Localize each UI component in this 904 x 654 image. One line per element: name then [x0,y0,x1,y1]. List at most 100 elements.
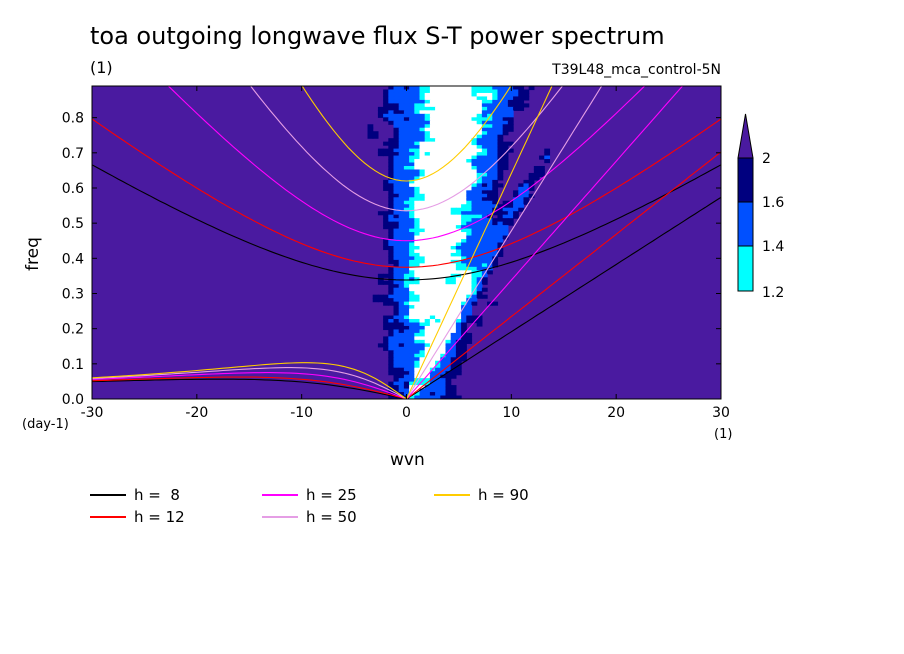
heatmap-cell [492,235,499,240]
heatmap-cell [429,190,436,195]
heatmap-cell [497,106,504,111]
curve-rossby-h8 [92,378,407,399]
heatmap-cell [414,353,421,358]
heatmap-cell [450,301,457,306]
heatmap-cell [403,211,410,216]
heatmap-cell [440,360,447,365]
heatmap-cell [429,336,436,341]
heatmap-cell [476,242,483,247]
heatmap-cell [409,378,415,383]
heatmap-cell [429,134,436,139]
heatmap-cell [492,124,499,129]
heatmap-cell [388,392,395,397]
heatmap-cell [533,176,540,181]
heatmap-cell [450,325,457,331]
heatmap-cell [455,232,462,237]
heatmap-cell [461,127,467,132]
heatmap-cell [450,89,457,94]
heatmap-cell [398,186,405,191]
heatmap-cell [471,86,478,91]
heatmap-cell [466,214,473,219]
heatmap-cell [445,211,452,216]
heatmap-cell [409,232,415,237]
heatmap-cell [466,190,473,195]
heatmap-cell [445,172,452,178]
heatmap-cell [450,242,457,247]
heatmap-cell [383,117,389,122]
heatmap-cell [398,367,405,372]
heatmap-cell [471,263,478,268]
heatmap-cell [492,89,499,94]
heatmap-cell [455,214,462,219]
heatmap-cell [388,381,395,386]
heatmap-cell [507,200,514,205]
heatmap-cell [429,294,436,299]
heatmap-cell [450,266,457,271]
heatmap-cell [424,357,431,362]
heatmap-cell [455,350,462,355]
heatmap-cell [403,287,410,292]
heatmap-cell [466,245,473,251]
y-tick-label: 0.2 [62,322,84,338]
heatmap-cell [492,221,499,226]
heatmap-cell [435,214,441,219]
heatmap-cell [450,336,457,341]
heatmap-cell [424,138,431,143]
heatmap-cell [440,232,447,237]
heatmap-cell [440,249,447,254]
heatmap-cell [403,186,410,191]
heatmap-cell [377,152,384,157]
heatmap-cell [497,162,504,167]
heatmap-cell [476,169,483,174]
heatmap-cell [497,249,504,254]
heatmap-cell [403,162,410,167]
heatmap-cell [497,148,504,153]
heatmap-cell [435,96,441,101]
heatmap-cell [419,179,426,184]
heatmap-cell [487,120,493,125]
heatmap-cell [455,270,462,275]
heatmap-cell [424,245,431,251]
heatmap-cell [393,179,400,184]
heatmap-cell [455,259,462,264]
heatmap-cell [492,131,499,136]
heatmap-cell [502,148,509,153]
heatmap-cell [487,183,493,188]
heatmap-cell [466,308,473,313]
heatmap-cell [393,176,400,181]
heatmap-cell [393,131,400,136]
heatmap-cell [419,256,426,261]
heatmap-cell [445,106,452,111]
heatmap-cell [388,232,395,237]
heatmap-cell [409,193,415,198]
heatmap-cell [435,353,441,358]
legend-item: h = 25 [262,486,357,504]
heatmap-cell [409,225,415,230]
heatmap-cell [429,183,436,188]
heatmap-cell [445,291,452,296]
heatmap-cell [398,287,405,292]
heatmap-cell [471,148,478,153]
heatmap-cell [466,249,473,254]
heatmap-cell [393,322,400,327]
heatmap-cell [409,172,415,178]
heatmap-cell [409,294,415,299]
heatmap-cell [492,225,499,230]
heatmap-cell [424,162,431,167]
heatmap-cell [409,287,415,292]
heatmap-cell [424,92,431,98]
heatmap-cell [461,165,467,171]
heatmap-cell [393,245,400,251]
heatmap-cell [367,131,374,136]
heatmap-cell [476,99,483,104]
heatmap-cell [398,249,405,254]
heatmap-cell [533,165,540,171]
heatmap-cell [419,86,426,91]
y-tick-label: 0.7 [62,146,84,162]
heatmap-cell [487,252,493,258]
heatmap-cell [440,357,447,362]
heatmap-cell [393,228,400,233]
heatmap-cell [388,266,395,271]
heatmap-cell [445,134,452,139]
heatmap-cell [393,214,400,219]
